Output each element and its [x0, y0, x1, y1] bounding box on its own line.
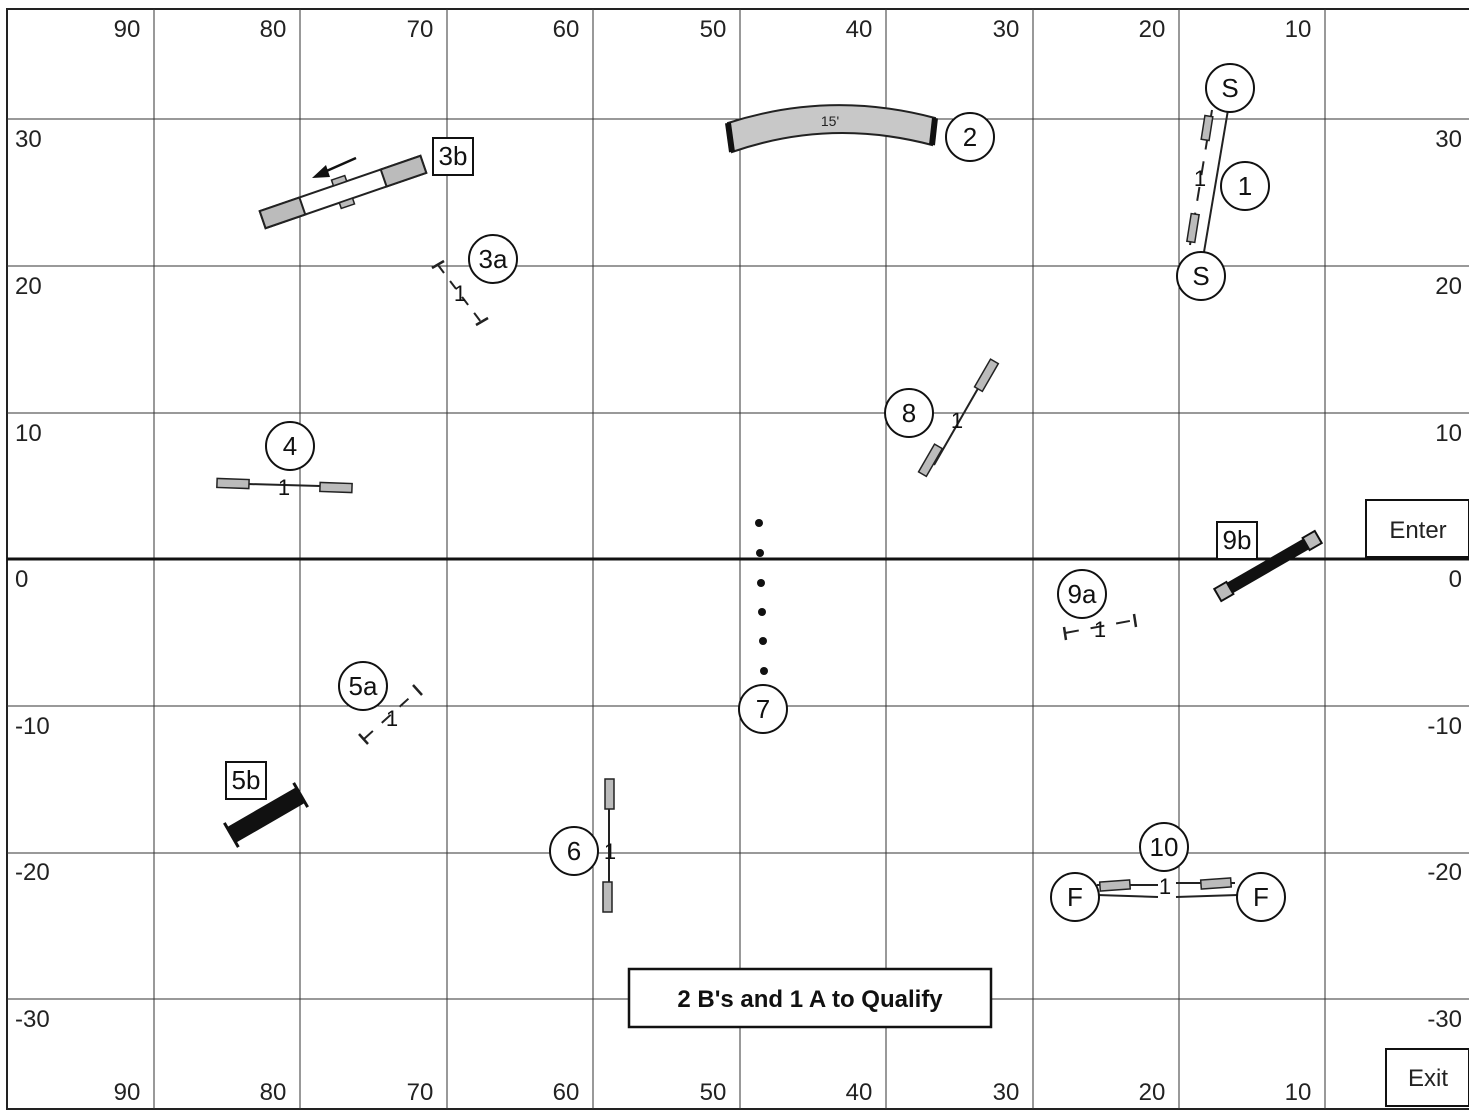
- x-labels-top: 90 80 70 60 50 40 30 20 10: [114, 16, 1312, 43]
- obstacle-3b-box: [432, 137, 474, 176]
- y-labels-left: 30 20 10 0 -10 -20 -30: [15, 126, 50, 1033]
- obstacle-8-jump: 1 8: [884, 358, 1000, 478]
- x-labels-bottom: 90 80 70 60 50 40 30 20 10: [114, 1079, 1312, 1106]
- exit-box: [1385, 1048, 1469, 1107]
- y-label-right-30: 30: [1435, 126, 1462, 153]
- obstacle-5a-number: [338, 661, 388, 711]
- x-label-bottom-10: 10: [1285, 1079, 1312, 1106]
- obstacle-9a-jump-number: 1: [1094, 617, 1106, 642]
- obstacle-9b-box: [1216, 521, 1258, 560]
- x-label-bottom-80: 80: [260, 1079, 287, 1106]
- obstacle-6-jump: 1 6: [549, 778, 616, 913]
- obstacle-5a-jump: 1 5a: [338, 661, 423, 745]
- qualify-note-box: [627, 967, 993, 1029]
- y-label-left-neg30: -30: [15, 1006, 50, 1033]
- x-label-top-50: 50: [700, 16, 727, 43]
- obstacle-10-finish: 1 F F 10: [1050, 822, 1286, 922]
- obstacle-5a-jump-number: 1: [386, 706, 398, 731]
- obstacle-8-number: [884, 388, 934, 438]
- obstacle-9b-label: 9b: [1223, 525, 1252, 555]
- x-label-top-20: 20: [1139, 16, 1166, 43]
- y-label-left-neg10: -10: [15, 713, 50, 740]
- obstacle-1-start: 1 S S 1: [1176, 63, 1270, 301]
- obstacle-2-tunnel: 15' 2: [725, 104, 995, 162]
- enter-box: [1365, 499, 1469, 558]
- obstacle-10-label: 10: [1150, 832, 1179, 862]
- obstacle-8-jump-number: 1: [951, 408, 963, 433]
- obstacle-1-number: [1220, 161, 1270, 211]
- finish-marker-right: [1236, 872, 1286, 922]
- x-label-bottom-20: 20: [1139, 1079, 1166, 1106]
- obstacle-2-number-label: 2: [963, 122, 977, 152]
- y-label-left-10: 10: [15, 420, 42, 447]
- enter-label: Enter: [1389, 517, 1446, 544]
- obstacle-3a-jump: 1 3a: [431, 234, 518, 327]
- y-label-right-neg30: -30: [1427, 1006, 1462, 1033]
- finish-marker-left-label: F: [1067, 882, 1083, 912]
- x-label-bottom-50: 50: [700, 1079, 727, 1106]
- x-label-top-80: 80: [260, 16, 287, 43]
- y-label-left-0: 0: [15, 566, 28, 593]
- y-label-left-30: 30: [15, 126, 42, 153]
- y-label-left-neg20: -20: [15, 859, 50, 886]
- obstacle-6-jump-number: 1: [604, 839, 616, 864]
- obstacle-9a-number: [1057, 569, 1107, 619]
- y-label-right-neg10: -10: [1427, 713, 1462, 740]
- tunnel-length-label: 15': [821, 113, 839, 129]
- obstacle-8-label: 8: [902, 398, 916, 428]
- obstacle-6-number: [549, 826, 599, 876]
- x-label-bottom-70: 70: [407, 1079, 434, 1106]
- obstacle-4-jump: 1 4: [216, 421, 353, 500]
- start-marker-top: [1205, 63, 1255, 113]
- exit-label: Exit: [1408, 1065, 1448, 1092]
- obstacle-7-label: 7: [756, 694, 770, 724]
- y-label-left-20: 20: [15, 273, 42, 300]
- x-label-bottom-90: 90: [114, 1079, 141, 1106]
- obstacle-10-jump-number: 1: [1159, 874, 1171, 899]
- x-label-bottom-30: 30: [993, 1079, 1020, 1106]
- y-label-right-10: 10: [1435, 420, 1462, 447]
- y-label-right-neg20: -20: [1427, 859, 1462, 886]
- start-marker-bottom: [1176, 251, 1226, 301]
- x-label-top-30: 30: [993, 16, 1020, 43]
- obstacle-6-label: 6: [567, 836, 581, 866]
- start-marker-top-label: S: [1221, 73, 1238, 103]
- obstacle-3a-number: [468, 234, 518, 284]
- x-label-top-60: 60: [553, 16, 580, 43]
- obstacle-4-label: 4: [283, 431, 297, 461]
- obstacle-7-number: [738, 684, 788, 734]
- x-label-top-40: 40: [846, 16, 873, 43]
- obstacle-9a-label: 9a: [1068, 579, 1097, 609]
- obstacle-1-number-label: 1: [1238, 171, 1252, 201]
- obstacle-3a-label: 3a: [479, 244, 508, 274]
- obstacle-3b-seesaw: 3b: [258, 137, 474, 230]
- obstacle-4-jump-number: 1: [278, 475, 290, 500]
- x-label-bottom-60: 60: [553, 1079, 580, 1106]
- obstacle-10-number: [1139, 822, 1189, 872]
- y-labels-right: 30 20 10 0 -10 -20 -30: [1427, 126, 1462, 1033]
- x-label-top-90: 90: [114, 16, 141, 43]
- obstacle-5b-box: [225, 761, 267, 800]
- y-label-right-20: 20: [1435, 273, 1462, 300]
- finish-marker-left: [1050, 872, 1100, 922]
- qualify-note: 2 B's and 1 A to Qualify: [677, 986, 943, 1013]
- obstacle-3a-jump-number: 1: [454, 281, 466, 306]
- obstacle-9b: 9b: [1212, 521, 1324, 603]
- obstacle-5b: 5b: [223, 761, 309, 848]
- obstacle-9a-jump: 1 9a: [1057, 569, 1138, 642]
- obstacle-2-number: [945, 112, 995, 162]
- x-label-top-10: 10: [1285, 16, 1312, 43]
- start-marker-bottom-label: S: [1192, 261, 1209, 291]
- obstacle-7-weaves: [755, 519, 768, 675]
- obstacle-3b-label: 3b: [439, 141, 468, 171]
- obstacle-5a-label: 5a: [349, 671, 378, 701]
- x-label-bottom-40: 40: [846, 1079, 873, 1106]
- x-label-top-70: 70: [407, 16, 434, 43]
- obstacle-1-jump-number: 1: [1194, 166, 1206, 191]
- obstacle-5b-label: 5b: [232, 765, 261, 795]
- obstacle-4-number: [265, 421, 315, 471]
- y-label-right-0: 0: [1449, 566, 1462, 593]
- finish-marker-right-label: F: [1253, 882, 1269, 912]
